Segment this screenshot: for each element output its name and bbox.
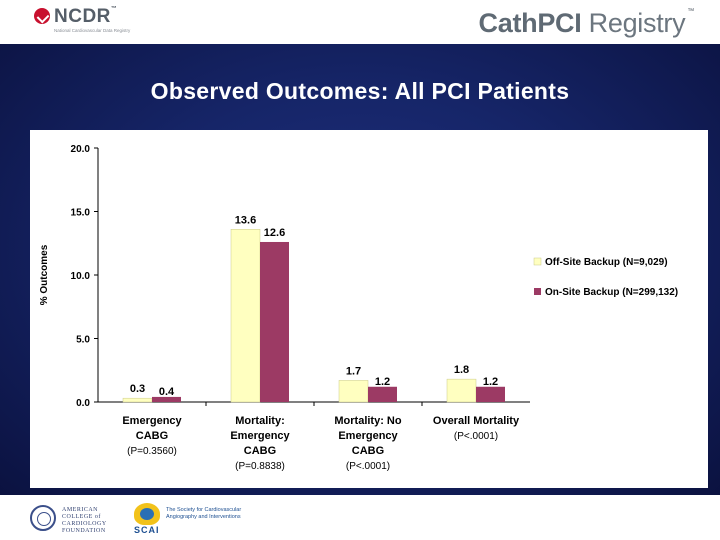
- x-category-label: Overall Mortality (P<.0001): [433, 415, 520, 442]
- x-category-label: Mortality: Emergency CABG (P=0.8838): [230, 415, 290, 472]
- acc-foundation-logo: AMERICAN COLLEGE of CARDIOLOGY FOUNDATIO…: [30, 503, 140, 537]
- x-category-label: Emergency CABG (P=0.3560): [122, 415, 182, 457]
- y-tick-label: 10.0: [71, 271, 91, 282]
- ncdr-wordmark: NCDR™: [54, 6, 118, 27]
- data-label: 0.3: [130, 383, 145, 395]
- scai-logo: SCAI The Society for Cardiovascular Angi…: [134, 501, 264, 537]
- y-tick-label: 0.0: [76, 398, 90, 409]
- legend-swatch: [533, 257, 542, 266]
- bar-chart: 0.0 5.0 10.0 15.0 20.0 % Outcomes Emergency CAB…: [39, 144, 678, 472]
- slide-title: Observed Outcomes: All PCI Patients: [150, 78, 570, 104]
- data-label: 1.2: [375, 376, 390, 388]
- scai-tagline: The Society for Cardiovascular Angiograp…: [166, 507, 242, 520]
- bar-off-site: [446, 378, 477, 403]
- bar-on-site: [476, 386, 505, 402]
- legend-label: Off-Site Backup (N=9,029): [545, 257, 668, 268]
- bar-on-site: [260, 241, 289, 402]
- y-tick-label: 20.0: [71, 144, 91, 155]
- x-category-label: Mortality: No Emergency CABG (P<.0001): [334, 415, 402, 472]
- header-bar: NCDR™ National Cardiovascular Data Regis…: [0, 0, 720, 44]
- scai-emblem-icon: [134, 503, 160, 525]
- footer-bar: AMERICAN COLLEGE of CARDIOLOGY FOUNDATIO…: [0, 495, 720, 540]
- legend-swatch: [534, 288, 541, 295]
- bar-off-site: [230, 229, 261, 403]
- data-label: 12.6: [264, 227, 285, 239]
- ncdr-logo: NCDR™ National Cardiovascular Data Regis…: [34, 6, 144, 36]
- data-label: 0.4: [159, 386, 175, 398]
- y-axis-label: % Outcomes: [39, 244, 50, 305]
- data-label: 1.7: [346, 365, 361, 377]
- legend-label: On-Site Backup (N=299,132): [545, 287, 678, 298]
- acc-seal-icon: [30, 505, 56, 531]
- ncdr-tagline: National Cardiovascular Data Registry: [54, 28, 131, 33]
- heart-check-icon: [34, 8, 50, 24]
- bar-off-site: [122, 397, 153, 403]
- bar-on-site: [152, 396, 181, 402]
- data-label: 1.8: [454, 364, 469, 376]
- chart-panel: 0.0 5.0 10.0 15.0 20.0 % Outcomes Emergency CAB…: [30, 130, 708, 488]
- bar-off-site: [338, 380, 369, 403]
- y-tick-label: 5.0: [76, 335, 90, 346]
- bar-on-site: [368, 386, 397, 402]
- scai-wordmark: SCAI: [134, 525, 160, 535]
- cathpci-registry-logo: CathPCI Registry ™: [478, 8, 695, 38]
- data-label: 1.2: [483, 376, 498, 388]
- acc-wordmark: AMERICAN COLLEGE of CARDIOLOGY FOUNDATIO…: [62, 507, 107, 534]
- y-tick-label: 15.0: [71, 208, 91, 219]
- data-label: 13.6: [235, 214, 256, 226]
